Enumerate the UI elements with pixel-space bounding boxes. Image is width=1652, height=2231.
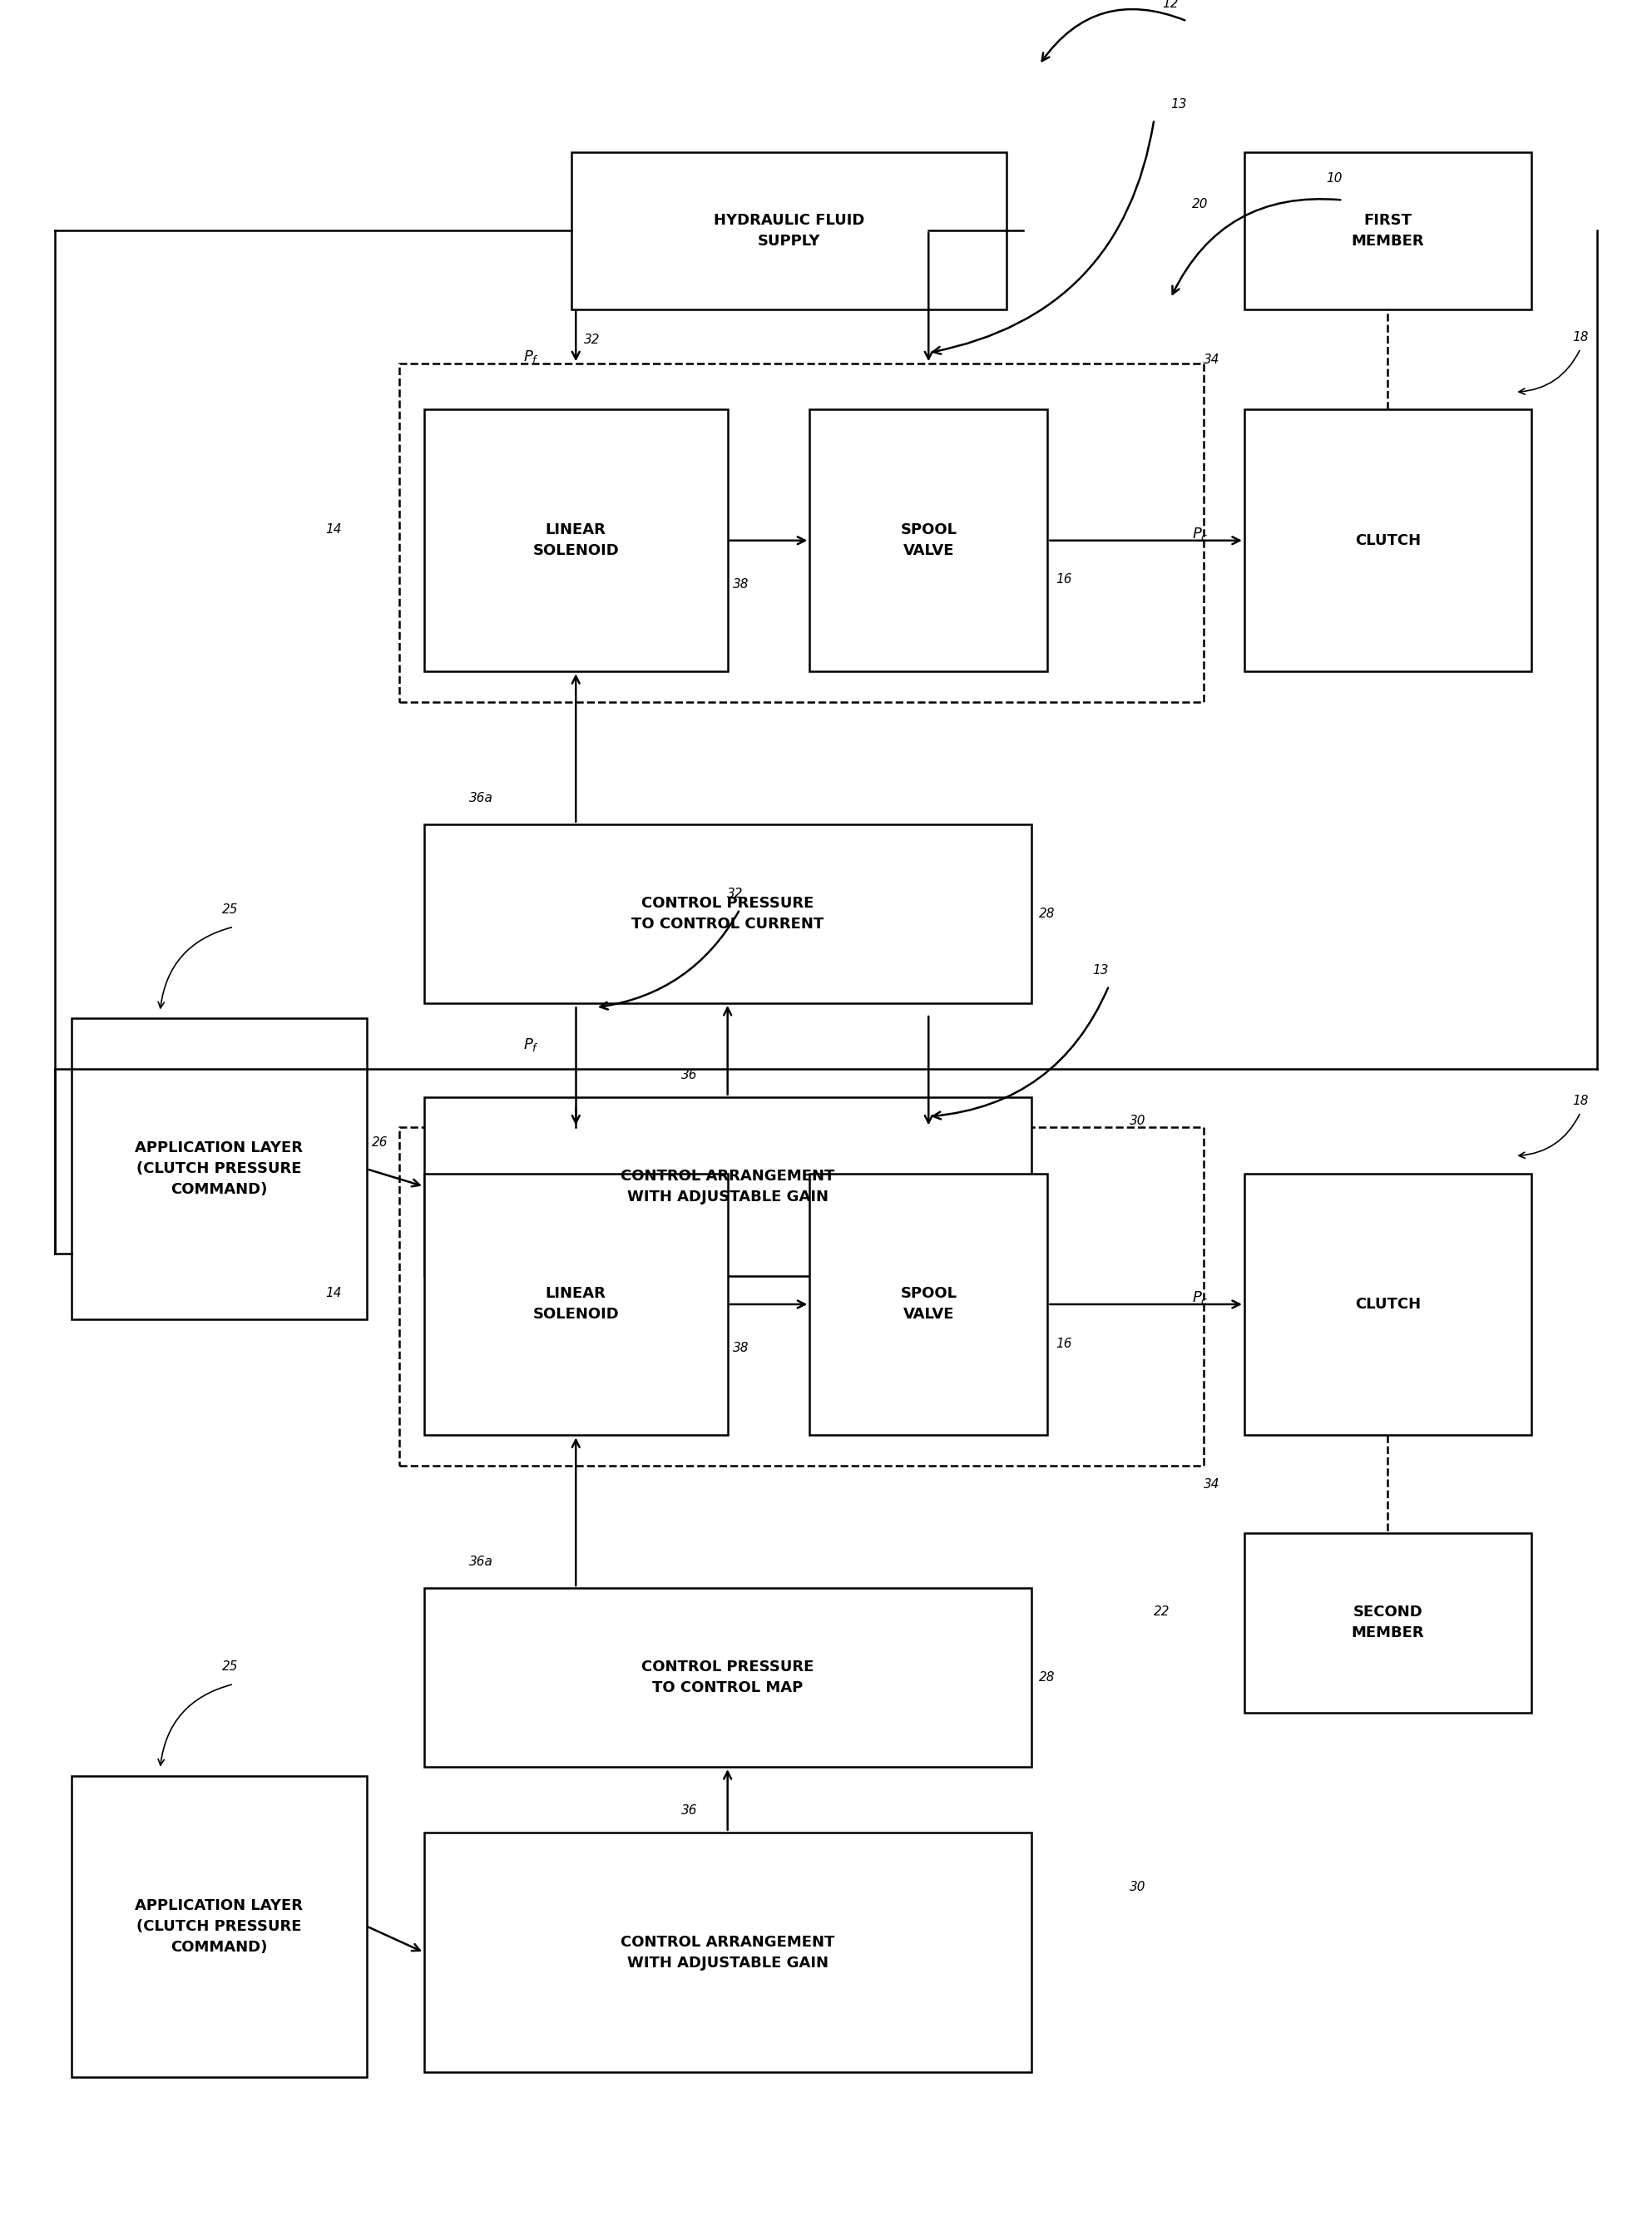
Text: 26: 26 — [372, 1136, 388, 1149]
Bar — [425, 1588, 1031, 1767]
Text: 16: 16 — [1056, 573, 1072, 587]
Text: CONTROL PRESSURE
TO CONTROL CURRENT: CONTROL PRESSURE TO CONTROL CURRENT — [631, 897, 824, 933]
Text: 34: 34 — [1203, 352, 1219, 366]
Text: 34: 34 — [1203, 1479, 1219, 1490]
Text: $P_c$: $P_c$ — [1191, 527, 1208, 542]
Text: 36a: 36a — [469, 1555, 494, 1568]
Text: SPOOL
VALVE: SPOOL VALVE — [900, 1287, 957, 1323]
Bar — [400, 1127, 1203, 1466]
Text: 13: 13 — [1092, 964, 1108, 977]
Bar — [809, 1174, 1047, 1435]
Text: 28: 28 — [1039, 1671, 1056, 1684]
Bar — [425, 1098, 1031, 1276]
Text: SECOND
MEMBER: SECOND MEMBER — [1351, 1604, 1424, 1640]
Bar — [425, 1832, 1031, 2073]
Text: 36: 36 — [682, 1069, 697, 1082]
Bar — [809, 411, 1047, 672]
Bar — [1244, 1533, 1531, 1713]
Text: 38: 38 — [732, 1341, 748, 1354]
Bar — [425, 411, 727, 672]
Text: 30: 30 — [1130, 1116, 1146, 1127]
Bar — [71, 1776, 367, 2077]
Text: CONTROL ARRANGEMENT
WITH ADJUSTABLE GAIN: CONTROL ARRANGEMENT WITH ADJUSTABLE GAIN — [621, 1934, 834, 1970]
Bar — [572, 152, 1006, 310]
Text: 13: 13 — [1171, 98, 1186, 109]
Text: CLUTCH: CLUTCH — [1355, 1296, 1421, 1312]
Text: CLUTCH: CLUTCH — [1355, 533, 1421, 549]
Text: 22: 22 — [1155, 1606, 1170, 1617]
Text: 20: 20 — [1191, 199, 1208, 210]
Text: CONTROL PRESSURE
TO CONTROL MAP: CONTROL PRESSURE TO CONTROL MAP — [641, 1660, 814, 1696]
Bar — [1244, 1174, 1531, 1435]
Text: 28: 28 — [1039, 908, 1056, 919]
Bar — [1244, 152, 1531, 310]
Text: $P_f$: $P_f$ — [524, 1035, 539, 1053]
Text: 36a: 36a — [469, 792, 494, 803]
Text: HYDRAULIC FLUID
SUPPLY: HYDRAULIC FLUID SUPPLY — [714, 212, 864, 248]
Text: 14: 14 — [325, 1287, 342, 1301]
Text: 18: 18 — [1573, 1095, 1589, 1107]
Text: SPOOL
VALVE: SPOOL VALVE — [900, 522, 957, 558]
Text: LINEAR
SOLENOID: LINEAR SOLENOID — [532, 522, 620, 558]
Bar — [425, 823, 1031, 1004]
Bar — [400, 364, 1203, 703]
Text: FIRST
MEMBER: FIRST MEMBER — [1351, 212, 1424, 248]
Text: $P_c$: $P_c$ — [1191, 1290, 1208, 1305]
Text: APPLICATION LAYER
(CLUTCH PRESSURE
COMMAND): APPLICATION LAYER (CLUTCH PRESSURE COMMA… — [135, 1899, 302, 1954]
Text: 25: 25 — [223, 904, 238, 915]
Text: 25: 25 — [223, 1660, 238, 1673]
Text: 32: 32 — [727, 888, 743, 901]
Bar — [1244, 411, 1531, 672]
Bar — [425, 1174, 727, 1435]
Text: 30: 30 — [1130, 1881, 1146, 1894]
Text: 32: 32 — [585, 332, 600, 346]
Text: LINEAR
SOLENOID: LINEAR SOLENOID — [532, 1287, 620, 1323]
Text: 36: 36 — [682, 1805, 697, 1816]
Text: 10: 10 — [1327, 172, 1343, 185]
Bar — [71, 1017, 367, 1319]
Text: APPLICATION LAYER
(CLUTCH PRESSURE
COMMAND): APPLICATION LAYER (CLUTCH PRESSURE COMMA… — [135, 1140, 302, 1198]
Text: 14: 14 — [325, 524, 342, 535]
Text: 16: 16 — [1056, 1336, 1072, 1350]
Text: CONTROL ARRANGEMENT
WITH ADJUSTABLE GAIN: CONTROL ARRANGEMENT WITH ADJUSTABLE GAIN — [621, 1169, 834, 1205]
Text: $P_f$: $P_f$ — [524, 348, 539, 366]
Text: 18: 18 — [1573, 332, 1589, 344]
Text: 38: 38 — [732, 578, 748, 591]
Text: 12: 12 — [1163, 0, 1178, 9]
